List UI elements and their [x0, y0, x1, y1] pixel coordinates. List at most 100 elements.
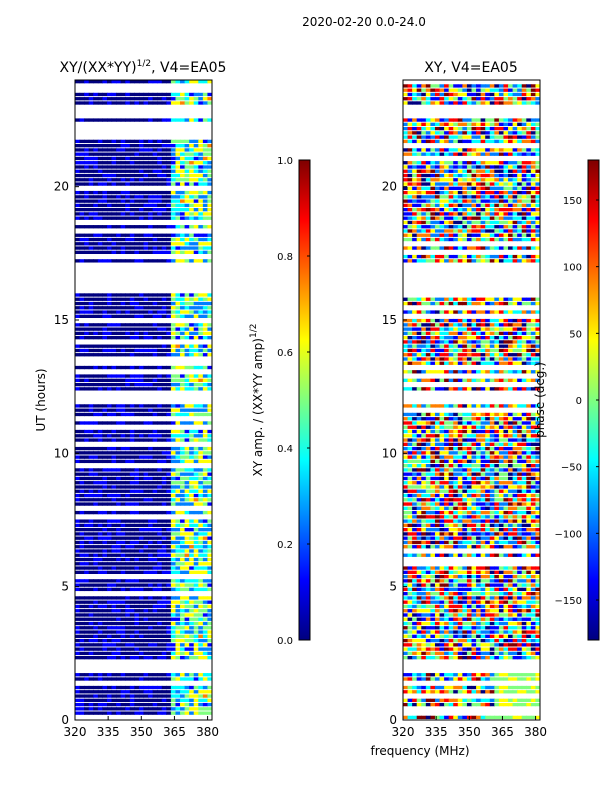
heatmap-cell	[521, 122, 527, 126]
heatmap-cell	[453, 318, 459, 323]
heatmap-cell	[116, 301, 122, 306]
heatmap-cell	[148, 195, 154, 199]
heatmap-cell	[421, 254, 427, 259]
heatmap-cell	[102, 481, 108, 485]
heatmap-cell	[143, 178, 149, 182]
heatmap-cell	[134, 152, 140, 156]
heatmap-cell	[202, 694, 209, 698]
heatmap-cell	[138, 178, 145, 182]
heatmap-cell	[134, 472, 140, 476]
heatmap-cell	[138, 557, 145, 562]
heatmap-cell	[530, 97, 537, 101]
heatmap-cell	[75, 374, 81, 378]
heatmap-cell	[106, 570, 113, 574]
heatmap-cell	[189, 374, 195, 378]
heatmap-cell	[407, 336, 413, 340]
heatmap-cell	[403, 84, 409, 88]
heatmap-cell	[198, 446, 204, 451]
heatmap-cell	[106, 80, 113, 84]
heatmap-cell	[111, 489, 117, 493]
heatmap-cell	[512, 348, 518, 353]
heatmap-cell	[412, 348, 418, 353]
heatmap-cell	[184, 656, 190, 660]
heatmap-cell	[535, 84, 540, 88]
heatmap-cell	[180, 617, 186, 621]
heatmap-cell	[102, 583, 108, 587]
heatmap-cell	[84, 707, 90, 711]
heatmap-cell	[444, 101, 450, 105]
heatmap-cell	[530, 92, 537, 97]
heatmap-cell	[129, 634, 135, 638]
heatmap-cell	[143, 476, 149, 481]
heatmap-cell	[102, 233, 108, 237]
heatmap-cell	[79, 609, 85, 613]
heatmap-cell	[161, 459, 167, 464]
heatmap-cell	[170, 301, 177, 306]
heatmap-cell	[412, 233, 418, 237]
heatmap-cell	[120, 451, 126, 455]
heatmap-cell	[75, 455, 81, 459]
heatmap-cell	[526, 190, 532, 195]
heatmap-cell	[143, 481, 149, 485]
heatmap-cell	[193, 199, 199, 203]
heatmap-cell	[498, 195, 505, 199]
heatmap-cell	[207, 429, 212, 434]
heatmap-cell	[448, 139, 454, 144]
heatmap-cell	[407, 233, 413, 237]
heatmap-cell	[193, 638, 199, 643]
heatmap-cell	[535, 348, 540, 353]
heatmap-cell	[184, 327, 190, 331]
heatmap-cell	[116, 702, 122, 707]
heatmap-cell	[439, 421, 445, 425]
heatmap-cell	[170, 306, 177, 310]
heatmap-cell	[125, 476, 131, 481]
heatmap-cell	[412, 118, 418, 122]
heatmap-cell	[489, 101, 495, 105]
heatmap-cell	[198, 382, 204, 387]
heatmap-cell	[125, 182, 131, 186]
heatmap-cell	[106, 583, 113, 587]
heatmap-cell	[170, 336, 177, 340]
heatmap-cell	[202, 570, 209, 574]
heatmap-cell	[88, 233, 94, 237]
heatmap-cell	[152, 148, 158, 152]
heatmap-cell	[517, 92, 523, 97]
heatmap-cell	[434, 203, 441, 208]
heatmap-cell	[138, 707, 145, 711]
heatmap-cell	[116, 165, 122, 169]
heatmap-cell	[193, 459, 199, 464]
heatmap-cell	[180, 199, 186, 203]
heatmap-cell	[407, 182, 413, 186]
heatmap-cell	[152, 152, 158, 156]
heatmap-cell	[489, 212, 495, 216]
heatmap-cell	[125, 638, 131, 643]
heatmap-cell	[412, 139, 418, 144]
heatmap-cell	[439, 254, 445, 259]
heatmap-cell	[166, 656, 172, 660]
heatmap-cell	[494, 327, 500, 331]
heatmap-cell	[421, 220, 427, 225]
heatmap-cell	[157, 698, 163, 702]
heatmap-cell	[202, 557, 209, 562]
heatmap-cell	[125, 323, 131, 327]
heatmap-cell	[166, 698, 172, 702]
heatmap-cell	[444, 353, 450, 357]
heatmap-cell	[498, 323, 505, 327]
heatmap-cell	[457, 199, 463, 203]
heatmap-cell	[120, 472, 126, 476]
heatmap-cell	[84, 182, 90, 186]
heatmap-cell	[180, 472, 186, 476]
heatmap-cell	[88, 707, 94, 711]
heatmap-cell	[93, 604, 99, 609]
heatmap-cell	[102, 139, 108, 144]
heatmap-cell	[485, 101, 491, 105]
heatmap-cell	[202, 327, 209, 331]
heatmap-cell	[512, 331, 518, 336]
heatmap-cell	[202, 438, 209, 442]
heatmap-cell	[180, 314, 186, 318]
heatmap-cell	[102, 587, 108, 592]
heatmap-cell	[180, 382, 186, 387]
heatmap-cell	[202, 583, 209, 587]
heatmap-cell	[116, 510, 122, 515]
heatmap-cell	[102, 630, 108, 634]
